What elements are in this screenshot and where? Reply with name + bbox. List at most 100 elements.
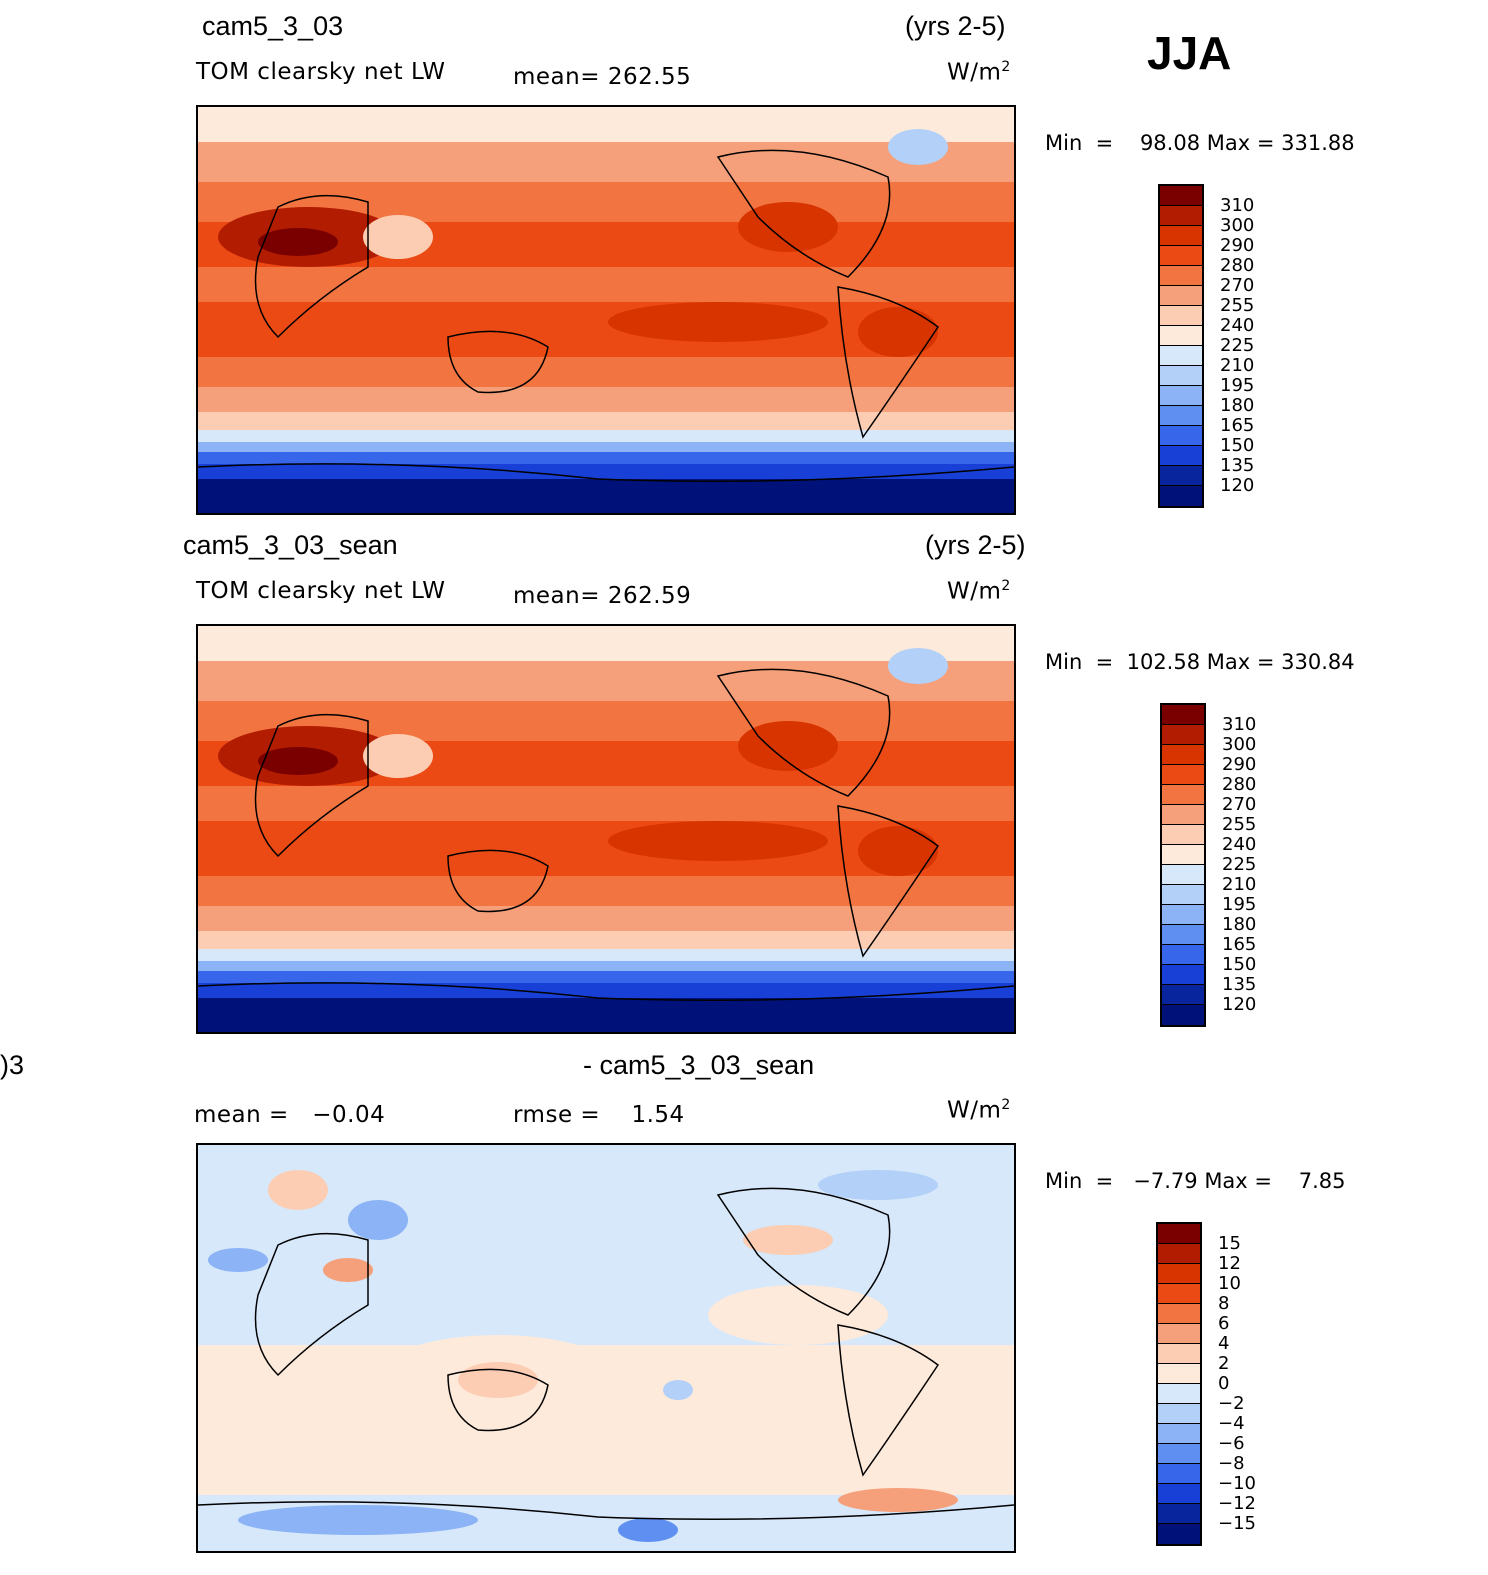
colorbar-box bbox=[1162, 825, 1204, 845]
colorbar-tick-label: 225 bbox=[1222, 854, 1257, 875]
colorbar-tick-label: 165 bbox=[1220, 415, 1255, 436]
band-south-4 bbox=[198, 452, 1014, 464]
coastline-africa bbox=[254, 713, 369, 858]
coastline-south-america bbox=[837, 286, 940, 439]
antarctic-warm bbox=[838, 1488, 958, 1512]
colorbar-box bbox=[1162, 945, 1204, 965]
hotspot-arabia bbox=[258, 747, 338, 775]
colorbar-tick-label: 135 bbox=[1220, 455, 1255, 476]
max-label: Max bbox=[1206, 650, 1251, 674]
band-subtropic-south bbox=[198, 876, 1014, 906]
colorbar-tick-label: −2 bbox=[1218, 1393, 1245, 1414]
min-label: Min bbox=[1045, 1169, 1083, 1193]
panel-2-minmax: Min = 102.58 Max = 330.84 bbox=[1045, 652, 1355, 673]
colorbar-tick-label: 310 bbox=[1220, 195, 1255, 216]
units-base: W/m bbox=[947, 1097, 1002, 1124]
band-equator bbox=[198, 786, 1014, 821]
panel-1-variable: TOM clearsky net LW bbox=[196, 59, 446, 85]
australia-warm bbox=[458, 1362, 538, 1398]
colorbar-box bbox=[1158, 1324, 1200, 1344]
coastline-south-america bbox=[837, 1324, 940, 1477]
band-south-2 bbox=[198, 430, 1014, 442]
colorbar-tick-label: 15 bbox=[1218, 1233, 1241, 1254]
coastline-north-america bbox=[716, 149, 891, 278]
colorbar-box bbox=[1158, 1484, 1200, 1504]
coastline-south-america bbox=[837, 805, 940, 958]
colorbar-tick-label: 310 bbox=[1222, 714, 1257, 735]
band-mid-south bbox=[198, 906, 1014, 931]
eq-sign: = bbox=[1095, 131, 1114, 155]
greenland-cool bbox=[818, 1170, 938, 1200]
band-south-1 bbox=[198, 412, 1014, 430]
colorbar-box bbox=[1158, 1504, 1200, 1524]
units-base: W/m bbox=[947, 578, 1002, 605]
colorbar-tick-label: 2 bbox=[1218, 1353, 1230, 1374]
panel-2-map bbox=[196, 624, 1016, 1034]
panel-1-mean-value: 262.55 bbox=[607, 64, 692, 90]
colorbar-tick-label: −10 bbox=[1218, 1473, 1256, 1494]
colorbar-tick-label: 6 bbox=[1218, 1313, 1230, 1334]
panel-1-colorbar bbox=[1158, 184, 1204, 508]
colorbar-tick-label: 180 bbox=[1220, 395, 1255, 416]
panel-3-case-left: )3 bbox=[0, 1050, 25, 1080]
colorbar-tick-label: −8 bbox=[1218, 1453, 1245, 1474]
colorbar-tick-label: 255 bbox=[1220, 295, 1255, 316]
na-west-warm bbox=[738, 202, 838, 252]
arabia-warm bbox=[323, 1258, 373, 1282]
colorbar-tick-label: 255 bbox=[1222, 814, 1257, 835]
panel-1-contour-plot bbox=[198, 107, 1014, 513]
panel-3-mean-label: mean = bbox=[194, 1102, 289, 1128]
colorbar-box bbox=[1160, 406, 1202, 426]
colorbar-box bbox=[1160, 206, 1202, 226]
colorbar-tick-label: 165 bbox=[1222, 934, 1257, 955]
coastline-africa bbox=[254, 194, 369, 339]
colorbar-box bbox=[1162, 765, 1204, 785]
colorbar-box bbox=[1162, 745, 1204, 765]
amazon-warm bbox=[858, 307, 938, 357]
colorbar-tick-label: 150 bbox=[1222, 954, 1257, 975]
colorbar-box bbox=[1160, 186, 1202, 206]
coastline-africa bbox=[254, 1232, 369, 1377]
panel-2-variable: TOM clearsky net LW bbox=[196, 578, 446, 604]
eq-sign: = bbox=[1254, 1169, 1273, 1193]
band-south-2 bbox=[198, 949, 1014, 961]
panel-1-mean-label: mean= bbox=[513, 64, 600, 90]
colorbar-box bbox=[1162, 845, 1204, 865]
pacific-cool bbox=[663, 1380, 693, 1400]
coastline-antarctica bbox=[198, 1501, 1014, 1521]
colorbar-tick-label: 290 bbox=[1220, 235, 1255, 256]
coastline-north-america bbox=[716, 1187, 891, 1316]
colorbar-tick-label: 290 bbox=[1222, 754, 1257, 775]
units-exponent: 2 bbox=[1001, 578, 1011, 594]
max-value: 330.84 bbox=[1281, 650, 1355, 674]
colorbar-box bbox=[1162, 965, 1204, 985]
ocean-patch-2 bbox=[708, 1285, 888, 1345]
colorbar-tick-label: 120 bbox=[1220, 475, 1255, 496]
panel-1-minmax: Min = 98.08 Max = 331.88 bbox=[1045, 133, 1355, 154]
colorbar-tick-label: 150 bbox=[1220, 435, 1255, 456]
panel-3-contour-plot bbox=[198, 1145, 1014, 1551]
band-south-4 bbox=[198, 971, 1014, 983]
max-label: Max bbox=[1204, 1169, 1248, 1193]
units-exponent: 2 bbox=[1001, 59, 1011, 75]
colorbar-box bbox=[1158, 1464, 1200, 1484]
colorbar-tick-label: −12 bbox=[1218, 1493, 1256, 1514]
colorbar-tick-label: 280 bbox=[1220, 255, 1255, 276]
asia-cool bbox=[348, 1200, 408, 1240]
units-exponent: 2 bbox=[1001, 1097, 1011, 1113]
min-value: 98.08 bbox=[1139, 131, 1201, 155]
coastline-antarctica bbox=[198, 982, 1014, 1002]
panel-1-mean: mean= 262.55 bbox=[513, 66, 691, 89]
panel-1-units: W/m2 bbox=[947, 60, 1011, 85]
min-value: 102.58 bbox=[1126, 650, 1201, 674]
band-south-3 bbox=[198, 961, 1014, 971]
colorbar-box bbox=[1162, 985, 1204, 1005]
colorbar-box bbox=[1158, 1304, 1200, 1324]
colorbar-tick-label: 270 bbox=[1222, 794, 1257, 815]
colorbar-box bbox=[1160, 446, 1202, 466]
panel-2-units: W/m2 bbox=[947, 579, 1011, 604]
colorbar-box bbox=[1160, 286, 1202, 306]
colorbar-box bbox=[1160, 426, 1202, 446]
coastline-australia bbox=[447, 1368, 549, 1432]
colorbar-tick-label: 0 bbox=[1218, 1373, 1230, 1394]
